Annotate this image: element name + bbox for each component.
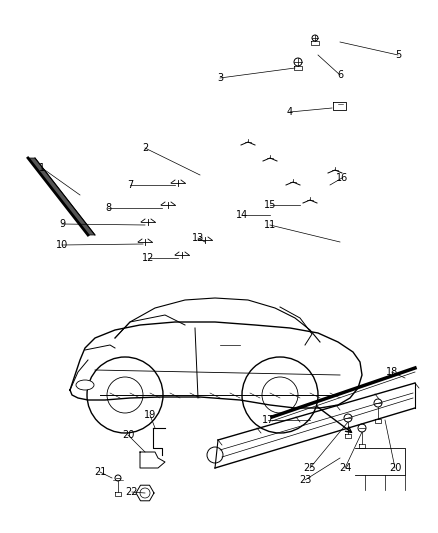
Text: 3: 3 — [217, 73, 223, 83]
Text: 24: 24 — [339, 463, 351, 473]
Circle shape — [87, 357, 163, 433]
Circle shape — [344, 414, 352, 422]
Text: 14: 14 — [236, 210, 248, 220]
Circle shape — [312, 35, 318, 41]
Text: 22: 22 — [126, 487, 138, 497]
Text: 18: 18 — [386, 367, 398, 377]
Text: 15: 15 — [264, 200, 276, 210]
Text: 12: 12 — [142, 253, 154, 263]
Text: 7: 7 — [127, 180, 133, 190]
Polygon shape — [28, 158, 95, 235]
Text: 25: 25 — [304, 463, 316, 473]
Circle shape — [242, 357, 318, 433]
Text: 9: 9 — [59, 219, 65, 229]
Circle shape — [262, 377, 298, 413]
Circle shape — [294, 58, 302, 66]
Text: 23: 23 — [299, 475, 311, 485]
Circle shape — [140, 488, 150, 498]
Text: 17: 17 — [262, 415, 274, 425]
Text: 5: 5 — [395, 50, 401, 60]
Circle shape — [107, 377, 143, 413]
Text: 20: 20 — [122, 430, 134, 440]
Circle shape — [207, 447, 223, 463]
Text: 20: 20 — [389, 463, 401, 473]
Text: 1: 1 — [39, 163, 45, 173]
Text: 10: 10 — [56, 240, 68, 250]
Ellipse shape — [76, 380, 94, 390]
Text: 13: 13 — [192, 233, 204, 243]
Text: 21: 21 — [94, 467, 106, 477]
Circle shape — [374, 399, 382, 407]
Circle shape — [115, 475, 121, 481]
Text: 19: 19 — [144, 410, 156, 420]
Text: 2: 2 — [142, 143, 148, 153]
Text: 4: 4 — [287, 107, 293, 117]
Text: 8: 8 — [105, 203, 111, 213]
Text: 6: 6 — [337, 70, 343, 80]
Circle shape — [358, 424, 366, 432]
Text: 11: 11 — [264, 220, 276, 230]
Text: 16: 16 — [336, 173, 348, 183]
